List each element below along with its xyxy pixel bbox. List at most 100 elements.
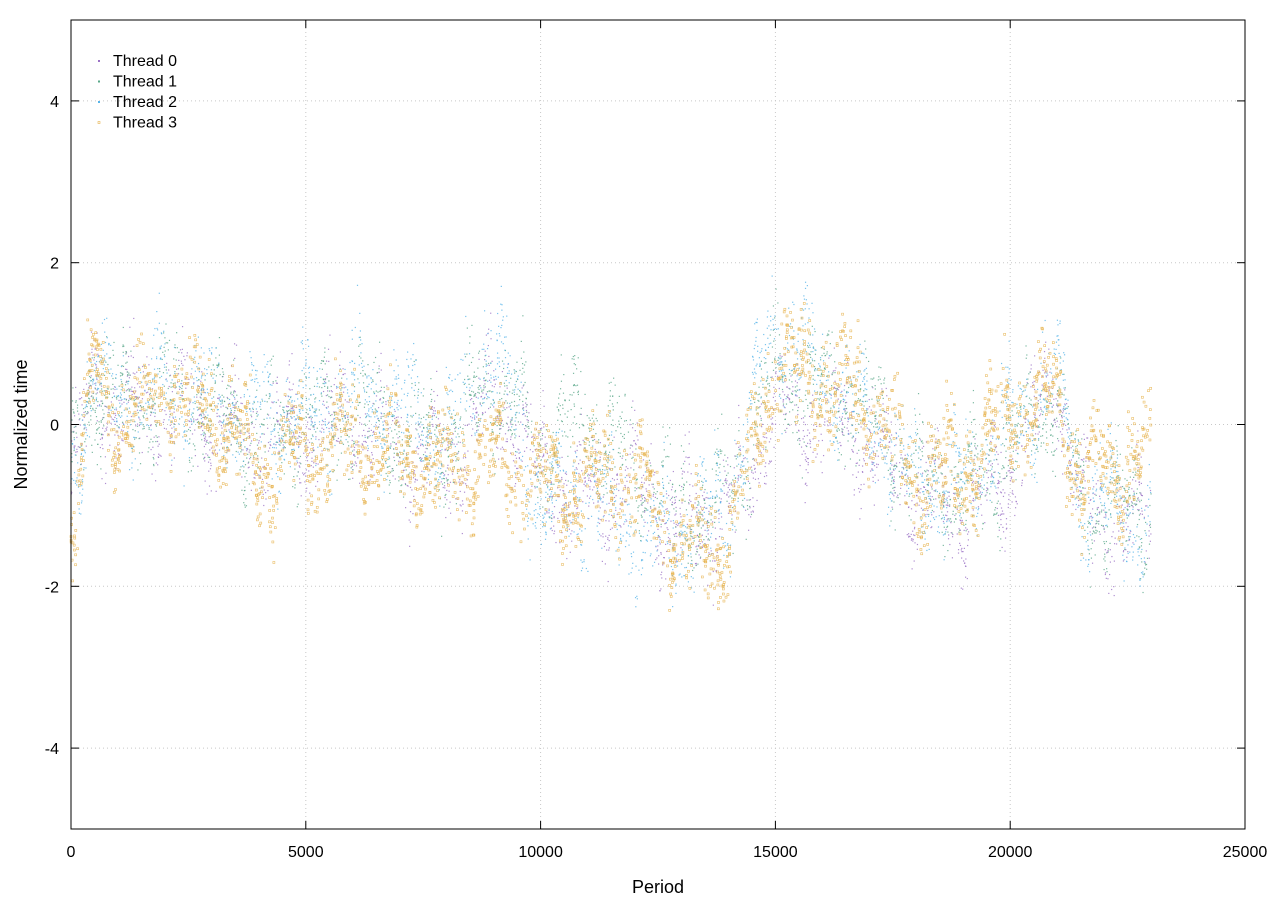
data-point [753,478,754,479]
data-point [562,435,563,436]
data-point [321,393,322,394]
data-point [445,449,446,450]
data-point [684,485,685,486]
data-point [202,454,203,455]
data-point [852,474,853,475]
data-point [363,430,364,431]
data-point [1057,390,1058,391]
data-point [474,394,475,395]
data-point [478,359,479,360]
data-point [893,501,894,502]
data-point [425,445,426,446]
data-point [790,375,791,376]
data-point [927,510,928,511]
data-point [483,366,484,367]
data-point [745,468,746,469]
data-point [634,487,635,488]
data-point [306,417,307,418]
data-point [504,391,505,392]
data-point [1075,497,1076,498]
data-point [900,488,901,489]
data-point [331,386,332,387]
data-point [1062,473,1063,474]
data-point [197,407,198,408]
data-point [1001,507,1002,508]
data-point [1008,503,1009,504]
data-point [550,452,551,453]
data-point [988,470,989,471]
data-point [157,464,158,465]
data-point [805,483,806,484]
data-point [614,437,615,438]
data-point [525,430,526,431]
data-point [604,515,605,516]
data-point [984,522,985,523]
data-point [210,425,211,426]
data-point [651,443,652,444]
data-point [938,467,939,468]
data-point [179,418,180,419]
data-point [805,399,806,400]
data-point [811,403,812,404]
data-point [624,420,625,421]
data-point [1035,433,1036,434]
data-point [125,369,126,370]
data-point [675,526,676,527]
data-point [253,455,254,456]
data-point [142,428,143,429]
data-point [928,458,929,459]
data-point [470,399,471,400]
data-point [153,457,154,458]
data-point [283,436,284,437]
data-point [506,441,507,442]
data-point [91,380,92,381]
data-point [1071,447,1072,448]
data-point [878,464,879,465]
data-point [1085,447,1086,448]
data-point [121,438,122,439]
data-point [305,443,306,444]
data-point [307,422,308,423]
data-point [462,500,463,501]
data-point [146,392,147,393]
data-point [1093,486,1094,487]
data-point [688,502,689,503]
data-point [114,424,115,425]
data-point [137,426,138,427]
data-point [356,465,357,466]
data-point [874,420,875,421]
data-point [201,394,202,395]
data-point [552,513,553,514]
data-point [210,442,211,443]
data-point [415,385,416,386]
data-point [702,515,703,516]
data-point [451,413,452,414]
data-point [121,381,122,382]
data-point [961,588,962,589]
data-point [752,497,753,498]
data-point [672,486,673,487]
data-point [891,464,892,465]
data-point [668,537,669,538]
data-point [765,466,766,467]
data-point [493,370,494,371]
data-point [157,441,158,442]
data-point [126,381,127,382]
data-point [335,435,336,436]
data-point [958,473,959,474]
data-point [392,468,393,469]
data-point [914,528,915,529]
data-point [276,402,277,403]
data-point [379,399,380,400]
data-point [672,496,673,497]
data-point [1133,491,1134,492]
data-point [93,397,94,398]
data-point [1030,399,1031,400]
data-point [344,387,345,388]
data-point [277,424,278,425]
data-point [690,529,691,530]
data-point [354,443,355,444]
data-point [396,434,397,435]
data-point [997,508,998,509]
data-point [1131,501,1132,502]
